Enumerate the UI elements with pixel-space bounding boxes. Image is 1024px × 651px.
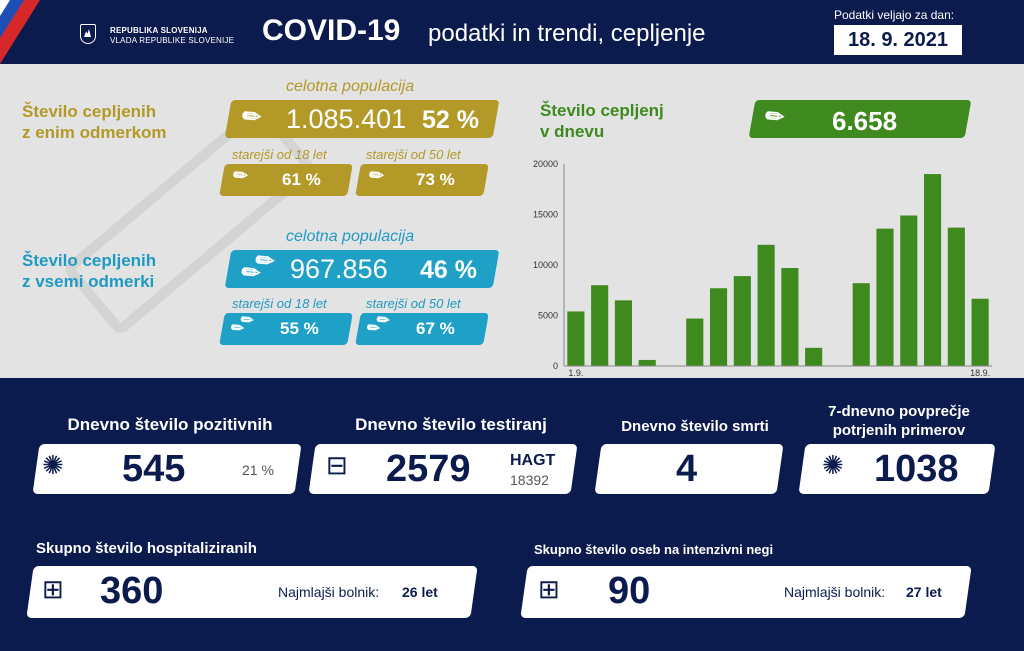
hosp-title: Skupno število hospitaliziranih [36, 540, 257, 557]
all-doses-age50-pct: 67 % [416, 319, 455, 338]
icu-card [520, 566, 972, 618]
daily-vacc-value: 6.658 [832, 106, 898, 136]
avg7-title-line1: 7-dnevno povprečje [828, 403, 970, 420]
date-label: Podatki veljajo za dan: [834, 8, 955, 22]
bar-day-14 [876, 228, 894, 366]
all-doses-title-line2: z vsemi odmerki [22, 272, 155, 291]
positive-pct: 21 % [242, 462, 274, 478]
bar-day-15 [900, 215, 918, 366]
y-tick-label: 0 [553, 361, 558, 371]
bar-day-2 [591, 285, 609, 366]
one-dose-age18-pct: 61 % [282, 170, 321, 189]
daily-vacc-title-line2: v dnevu [540, 122, 605, 141]
bar-day-9 [757, 244, 775, 366]
x-tick-label: 1.9. [568, 368, 583, 378]
virus-icon: ✺ [822, 450, 844, 480]
all-doses-title: Število cepljenih z vsemi odmerki [22, 250, 156, 292]
all-doses-age18-label: starejši od 18 let [232, 296, 327, 311]
daily-vacc-title-line1: Število cepljenj [540, 101, 664, 120]
daily-vacc-chart: 0 5000 10000 15000 20000 1.9. 18.9. [533, 159, 992, 378]
bar-day-17 [947, 227, 965, 366]
one-dose-total-pct: 52 % [422, 106, 479, 134]
icu-youngest-value: 27 let [906, 584, 942, 600]
tests-hagt-label: HAGT [510, 452, 556, 469]
x-tick-label: 18.9. [970, 368, 990, 378]
y-tick-label: 20000 [533, 159, 558, 169]
all-doses-pop-label: celotna populacija [286, 228, 415, 245]
deaths-value: 4 [676, 448, 698, 490]
page-subtitle: podatki in trendi, cepljenje [428, 20, 706, 47]
hospital-bed-icon: ⊞ [42, 574, 64, 604]
bar-day-3 [614, 300, 633, 366]
hosp-youngest-label: Najmlajši bolnik: [278, 584, 380, 600]
bar-day-8 [733, 276, 751, 366]
daily-vacc-title: Število cepljenj v dnevu [540, 100, 664, 142]
icu-title: Skupno število oseb na intenzivni negi [534, 542, 774, 557]
all-doses-age50-label: starejši od 50 let [366, 296, 461, 311]
bar-day-7 [709, 288, 728, 366]
one-dose-title: Število cepljenih z enim odmerkom [22, 101, 167, 143]
gov-name: REPUBLIKA SLOVENIJA [110, 26, 208, 35]
hospital-bed-icon: ⊞ [538, 574, 560, 604]
slovenia-crest-icon [80, 24, 96, 44]
page-title: COVID-19 [262, 14, 401, 47]
one-dose-age50-pct: 73 % [416, 170, 455, 189]
one-dose-title-line2: z enim odmerkom [22, 123, 167, 142]
bar-day-13 [852, 283, 870, 366]
positive-title: Dnevno število pozitivnih [67, 415, 273, 434]
hosp-value: 360 [100, 570, 164, 612]
one-dose-pop-label: celotna populacija [286, 78, 415, 95]
deaths-title: Dnevno število smrti [621, 418, 769, 435]
tests-title: Dnevno število testiranj [355, 415, 547, 434]
icu-youngest-label: Najmlajši bolnik: [784, 584, 886, 600]
flag-white-stripe [0, 0, 10, 16]
bar-day-10 [781, 268, 799, 366]
one-dose-total: 1.085.401 [286, 104, 407, 134]
avg7-value: 1038 [874, 448, 959, 490]
y-tick-label: 5000 [538, 311, 558, 321]
one-dose-title-line1: Število cepljenih [22, 102, 157, 121]
icu-value: 90 [608, 570, 651, 612]
avg7-title-line2: potrjenih primerov [832, 422, 966, 439]
tests-hagt-value: 18392 [510, 472, 549, 488]
bar-day-1 [567, 311, 585, 366]
gov-subname: VLADA REPUBLIKE SLOVENIJE [110, 36, 235, 45]
all-doses-age18-pct: 55 % [280, 319, 319, 338]
hosp-youngest-value: 26 let [402, 584, 438, 600]
bar-day-18 [971, 298, 989, 366]
all-doses-total: 967.856 [290, 254, 388, 284]
all-doses-title-line1: Število cepljenih [22, 251, 157, 270]
all-doses-total-pct: 46 % [420, 256, 477, 284]
tests-value: 2579 [386, 448, 471, 490]
positive-value: 545 [122, 448, 186, 490]
one-dose-age50-label: starejši od 50 let [366, 147, 461, 162]
bar-day-6 [686, 318, 704, 366]
bar-day-16 [923, 174, 942, 366]
date-value: 18. 9. 2021 [834, 25, 962, 55]
one-dose-age18-label: starejši od 18 let [232, 147, 327, 162]
bar-day-11 [805, 347, 823, 366]
virus-icon: ✺ [42, 450, 64, 480]
y-tick-label: 10000 [533, 260, 558, 270]
header: REPUBLIKA SLOVENIJA VLADA REPUBLIKE SLOV… [0, 0, 1024, 64]
bar-day-4 [638, 359, 656, 366]
y-tick-label: 15000 [533, 210, 558, 220]
test-kit-icon: ⊟ [326, 450, 348, 480]
avg7-title: 7-dnevno povprečje potrjenih primerov [806, 402, 992, 440]
